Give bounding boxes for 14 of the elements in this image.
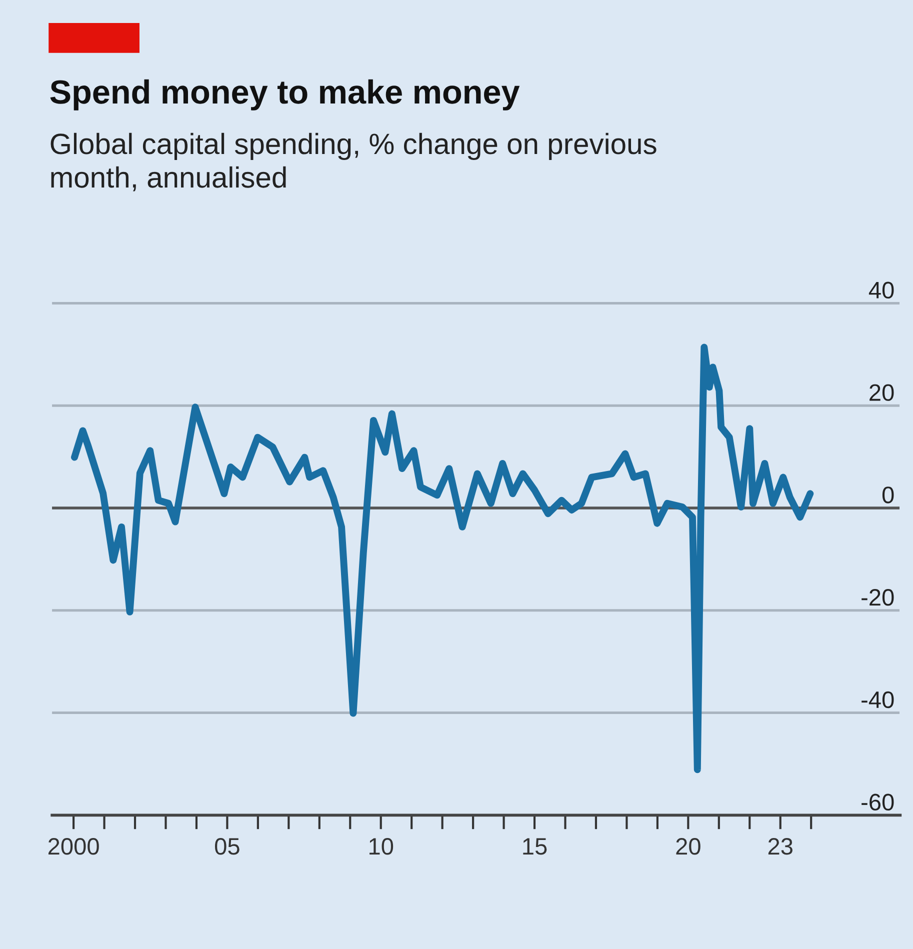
y-tick-label: 40: [868, 282, 894, 299]
x-tick-label: 10: [370, 838, 394, 855]
x-tick-label: 15: [523, 838, 547, 855]
y-tick-label: -20: [862, 589, 894, 606]
y-tick-label: 0: [882, 486, 894, 504]
y-tick-label: -60: [862, 794, 894, 811]
chart-title: Spend money to make money: [50, 79, 520, 110]
x-tick-label: 20: [676, 838, 700, 855]
chart-subtitle: Global capital spending, % change on previous month, annualised: [50, 132, 656, 192]
x-tick-label: 05: [215, 838, 240, 855]
y-tick-label: -40: [862, 691, 894, 708]
x-tick-label: 2000: [48, 838, 99, 855]
x-tick-label: 23: [768, 838, 792, 855]
y-tick-label: 20: [870, 384, 894, 401]
